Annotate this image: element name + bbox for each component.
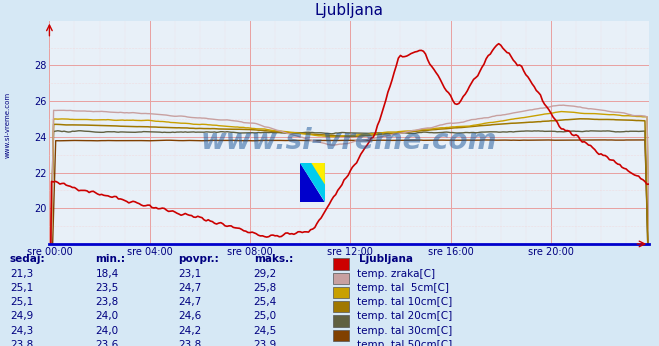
Text: 24,0: 24,0 [96,311,119,321]
Text: temp. tal 30cm[C]: temp. tal 30cm[C] [357,326,453,336]
Text: 23,1: 23,1 [178,268,201,279]
Text: 24,7: 24,7 [178,297,201,307]
Polygon shape [300,163,325,202]
Text: 24,3: 24,3 [10,326,33,336]
Text: 25,8: 25,8 [254,283,277,293]
Text: 23,9: 23,9 [254,340,277,346]
Text: temp. zraka[C]: temp. zraka[C] [357,268,436,279]
Polygon shape [311,163,325,184]
Text: 18,4: 18,4 [96,268,119,279]
Text: 24,2: 24,2 [178,326,201,336]
Text: 21,3: 21,3 [10,268,33,279]
Text: 25,4: 25,4 [254,297,277,307]
Text: 24,6: 24,6 [178,311,201,321]
Text: 25,1: 25,1 [10,283,33,293]
Title: Ljubljana: Ljubljana [315,3,384,18]
Text: sedaj:: sedaj: [10,254,45,264]
Text: 25,0: 25,0 [254,311,277,321]
Text: temp. tal 50cm[C]: temp. tal 50cm[C] [357,340,453,346]
Polygon shape [300,163,325,202]
Text: www.si-vreme.com: www.si-vreme.com [201,127,498,155]
Text: 25,1: 25,1 [10,297,33,307]
Text: 24,0: 24,0 [96,326,119,336]
Bar [333,273,349,284]
Text: temp. tal 20cm[C]: temp. tal 20cm[C] [357,311,453,321]
Bar [333,258,349,270]
Text: www.si-vreme.com: www.si-vreme.com [5,91,11,158]
Text: Ljubljana: Ljubljana [359,254,413,264]
Bar [333,330,349,341]
Text: 23,8: 23,8 [10,340,33,346]
Text: 23,8: 23,8 [178,340,201,346]
Text: temp. tal  5cm[C]: temp. tal 5cm[C] [357,283,449,293]
Bar [333,316,349,327]
Text: 23,8: 23,8 [96,297,119,307]
Bar [333,301,349,312]
Text: 23,5: 23,5 [96,283,119,293]
Text: 24,7: 24,7 [178,283,201,293]
Text: temp. tal 10cm[C]: temp. tal 10cm[C] [357,297,453,307]
Bar [333,287,349,298]
Text: 24,5: 24,5 [254,326,277,336]
Text: 23,6: 23,6 [96,340,119,346]
Text: maks.:: maks.: [254,254,293,264]
Text: 24,9: 24,9 [10,311,33,321]
Text: povpr.:: povpr.: [178,254,219,264]
Text: 29,2: 29,2 [254,268,277,279]
Text: min.:: min.: [96,254,126,264]
